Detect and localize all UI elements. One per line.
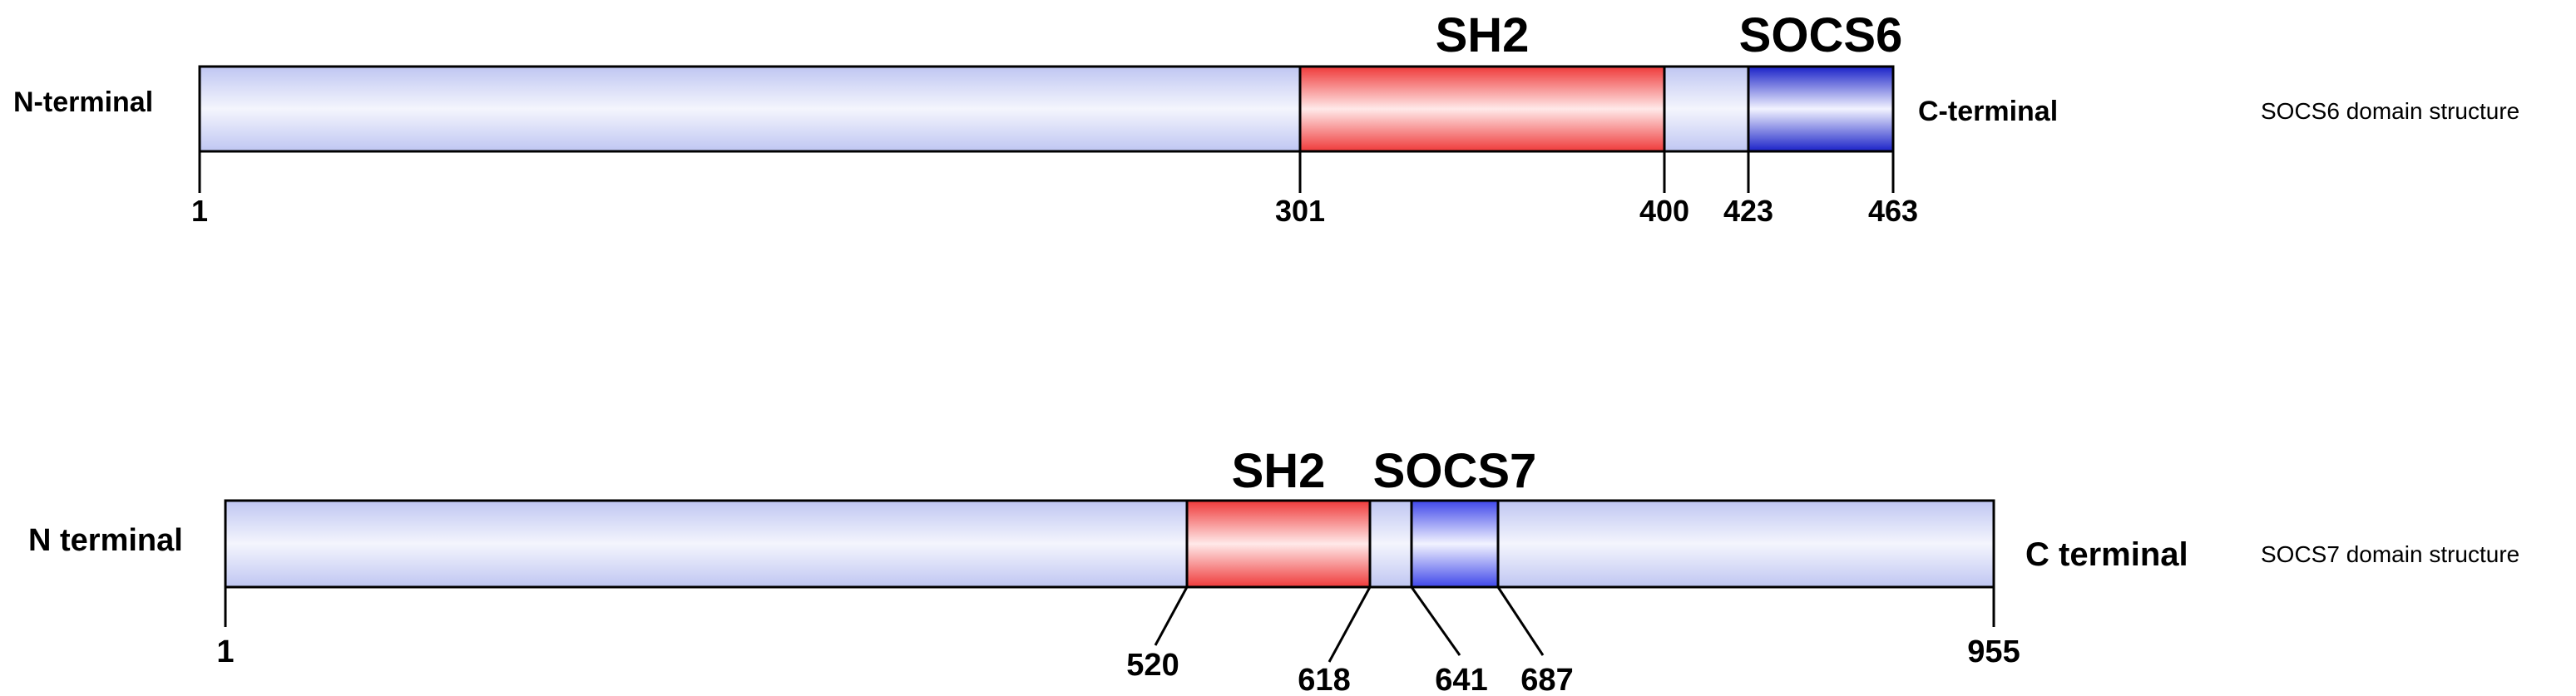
socs6-sh2-label: SH2 bbox=[1436, 8, 1530, 62]
socs7-tick-label-1: 1 bbox=[216, 634, 234, 669]
socs6-diagram: SH2 SOCS6 N-terminal C-terminal SOCS6 do… bbox=[13, 8, 2519, 228]
socs6-caption: SOCS6 domain structure bbox=[2261, 98, 2519, 124]
socs6-tick-label-423: 423 bbox=[1723, 194, 1773, 228]
socs7-leader-618 bbox=[1328, 586, 1372, 663]
socs7-caption: SOCS7 domain structure bbox=[2261, 541, 2519, 567]
socs6-n-terminal-label: N-terminal bbox=[13, 86, 153, 118]
socs7-tick-label-687: 687 bbox=[1520, 663, 1573, 696]
socs7-leader-687 bbox=[1496, 586, 1545, 656]
socs7-tick-label-641: 641 bbox=[1435, 663, 1487, 696]
socs6-c-terminal-label: C-terminal bbox=[1918, 96, 2058, 127]
socs7-sh2-domain bbox=[1185, 499, 1372, 589]
socs7-backbone bbox=[224, 499, 1995, 589]
socs7-diagram: SH2 SOCS7 N terminal C terminal SOCS7 do… bbox=[28, 444, 2519, 696]
socs7-tick-label-520: 520 bbox=[1126, 648, 1179, 683]
socs7-c-terminal-label: C terminal bbox=[2025, 536, 2188, 573]
socs6-tick-label-463: 463 bbox=[1868, 194, 1918, 228]
socs6-sh2-domain bbox=[1298, 65, 1666, 153]
socs6-tick-label-400: 400 bbox=[1639, 194, 1689, 228]
socs6-tick-label-301: 301 bbox=[1275, 194, 1325, 228]
socs7-tick-label-618: 618 bbox=[1298, 663, 1350, 696]
socs7-socs7-domain bbox=[1410, 499, 1500, 589]
socs7-socs7-label: SOCS7 bbox=[1373, 444, 1537, 498]
socs7-tick-label-955: 955 bbox=[1967, 634, 2020, 669]
socs6-socs6-label: SOCS6 bbox=[1739, 8, 1903, 62]
socs7-n-terminal-label: N terminal bbox=[28, 523, 183, 558]
socs6-socs6-domain bbox=[1747, 65, 1895, 153]
socs7-leader-641 bbox=[1410, 586, 1461, 656]
socs7-sh2-label: SH2 bbox=[1232, 444, 1326, 498]
socs7-leader-520 bbox=[1154, 586, 1189, 646]
socs6-tick-label-1: 1 bbox=[191, 194, 208, 228]
